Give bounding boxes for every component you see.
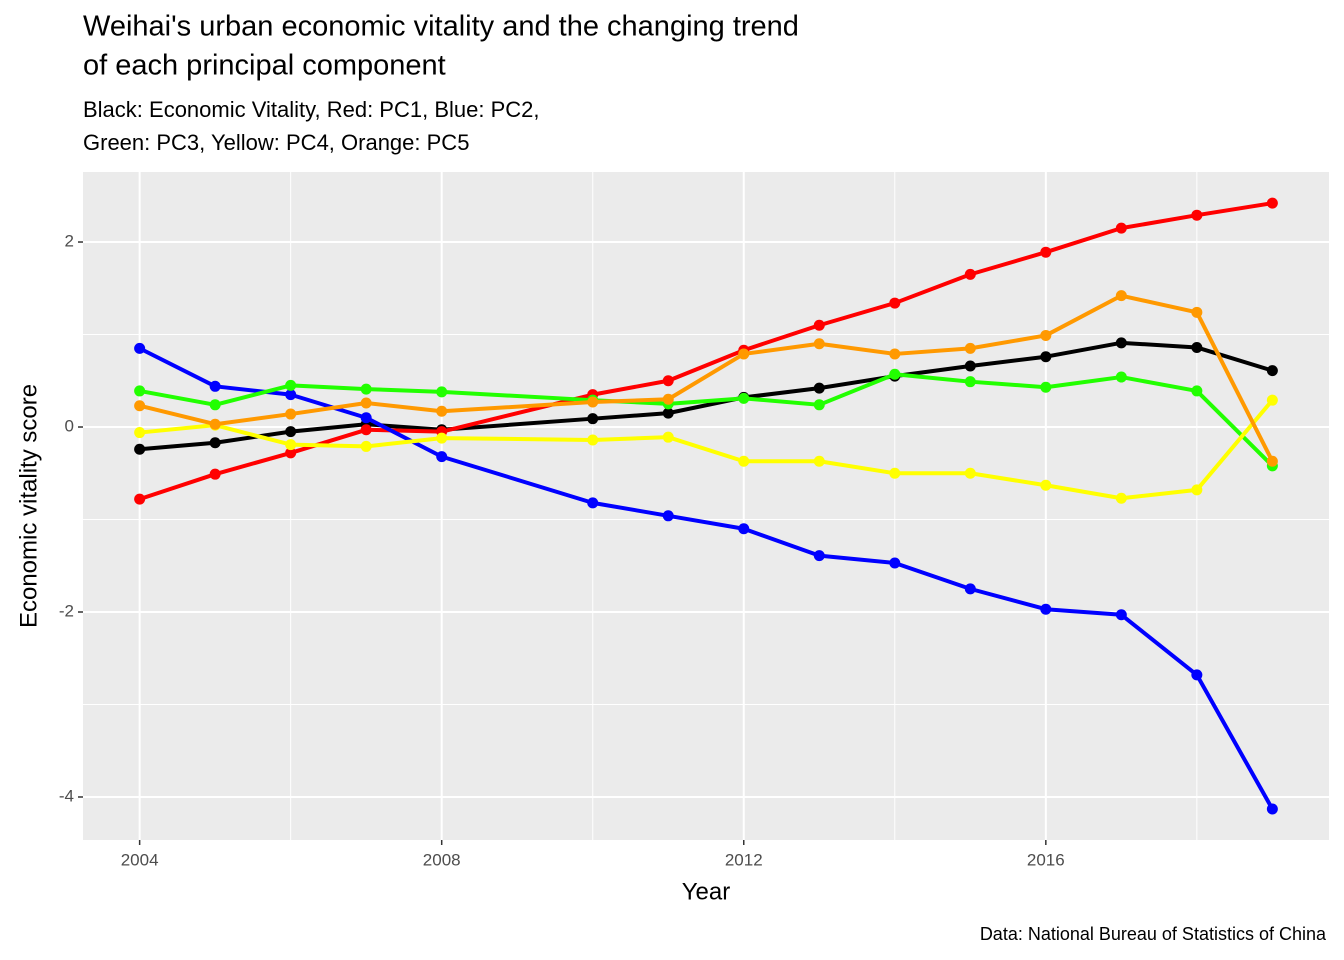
data-point <box>209 468 221 480</box>
data-point <box>436 432 448 444</box>
data-point <box>134 400 146 412</box>
data-point <box>285 447 297 459</box>
data-point <box>813 338 825 350</box>
data-point <box>1191 669 1203 681</box>
data-point <box>285 439 297 451</box>
data-point <box>1040 479 1052 491</box>
data-point <box>738 348 750 360</box>
data-point <box>209 380 221 392</box>
y-tick-label: 0 <box>65 416 74 435</box>
data-point <box>964 376 976 388</box>
data-point <box>738 523 750 535</box>
data-point <box>209 418 221 430</box>
data-point <box>285 389 297 401</box>
y-axis-title: Economic vitality score <box>15 384 42 628</box>
chart-title: Weihai's urban economic vitality and the… <box>83 11 799 43</box>
y-tick-label: -2 <box>59 601 74 620</box>
data-point <box>587 396 599 408</box>
data-point <box>662 393 674 405</box>
data-point <box>1040 329 1052 341</box>
data-point <box>738 392 750 404</box>
x-tick-label: 2012 <box>725 850 763 869</box>
data-point <box>813 550 825 562</box>
data-point <box>1040 381 1052 393</box>
data-point <box>738 455 750 467</box>
data-point <box>1191 306 1203 318</box>
data-point <box>587 434 599 446</box>
data-point <box>813 382 825 394</box>
data-point <box>889 297 901 309</box>
data-point <box>964 467 976 479</box>
data-point <box>285 379 297 391</box>
x-tick-label: 2004 <box>121 850 159 869</box>
data-point <box>436 451 448 463</box>
data-point <box>134 493 146 505</box>
data-point <box>1115 609 1127 621</box>
data-point <box>1266 455 1278 467</box>
data-point <box>360 440 372 452</box>
data-point <box>1115 492 1127 504</box>
data-point <box>889 348 901 360</box>
data-point <box>1266 365 1278 377</box>
data-point <box>360 412 372 424</box>
chart-subtitle: Black: Economic Vitality, Red: PC1, Blue… <box>83 97 540 122</box>
data-point <box>285 426 297 438</box>
data-point <box>1115 222 1127 234</box>
data-point <box>360 424 372 436</box>
data-point <box>134 385 146 397</box>
data-point <box>436 405 448 417</box>
data-point <box>134 443 146 455</box>
data-point <box>1040 246 1052 258</box>
data-point <box>964 342 976 354</box>
data-point <box>889 557 901 569</box>
data-point <box>889 467 901 479</box>
data-point <box>587 413 599 425</box>
data-point <box>813 319 825 331</box>
data-point <box>209 437 221 449</box>
data-point <box>662 510 674 522</box>
data-point <box>1266 803 1278 815</box>
data-point <box>1115 290 1127 302</box>
chart-subtitle: Green: PC3, Yellow: PC4, Orange: PC5 <box>83 130 469 155</box>
x-tick-label: 2008 <box>423 850 461 869</box>
data-point <box>1266 197 1278 209</box>
data-point <box>1191 341 1203 353</box>
data-point <box>360 397 372 409</box>
data-point <box>209 399 221 411</box>
data-point <box>662 431 674 443</box>
data-point <box>134 342 146 354</box>
data-point <box>285 408 297 420</box>
data-point <box>1040 603 1052 615</box>
caption: Data: National Bureau of Statistics of C… <box>980 924 1327 944</box>
data-point <box>1115 371 1127 383</box>
data-point <box>964 360 976 372</box>
data-point <box>587 497 599 509</box>
data-point <box>889 368 901 380</box>
x-axis-title: Year <box>682 878 731 905</box>
data-point <box>1191 484 1203 496</box>
y-tick-label: -4 <box>59 786 74 805</box>
data-point <box>1266 394 1278 406</box>
data-point <box>1040 351 1052 363</box>
data-point <box>813 399 825 411</box>
y-tick-label: 2 <box>65 232 74 251</box>
data-point <box>1191 209 1203 221</box>
data-point <box>662 407 674 419</box>
data-point <box>964 583 976 595</box>
data-point <box>813 455 825 467</box>
data-point <box>134 427 146 439</box>
data-point <box>1191 385 1203 397</box>
chart-title: of each principal component <box>83 50 446 82</box>
data-point <box>1115 337 1127 349</box>
x-tick-label: 2016 <box>1027 850 1065 869</box>
data-point <box>964 268 976 280</box>
data-point <box>436 386 448 398</box>
panel <box>83 172 1329 840</box>
data-point <box>360 383 372 395</box>
data-point <box>662 375 674 387</box>
